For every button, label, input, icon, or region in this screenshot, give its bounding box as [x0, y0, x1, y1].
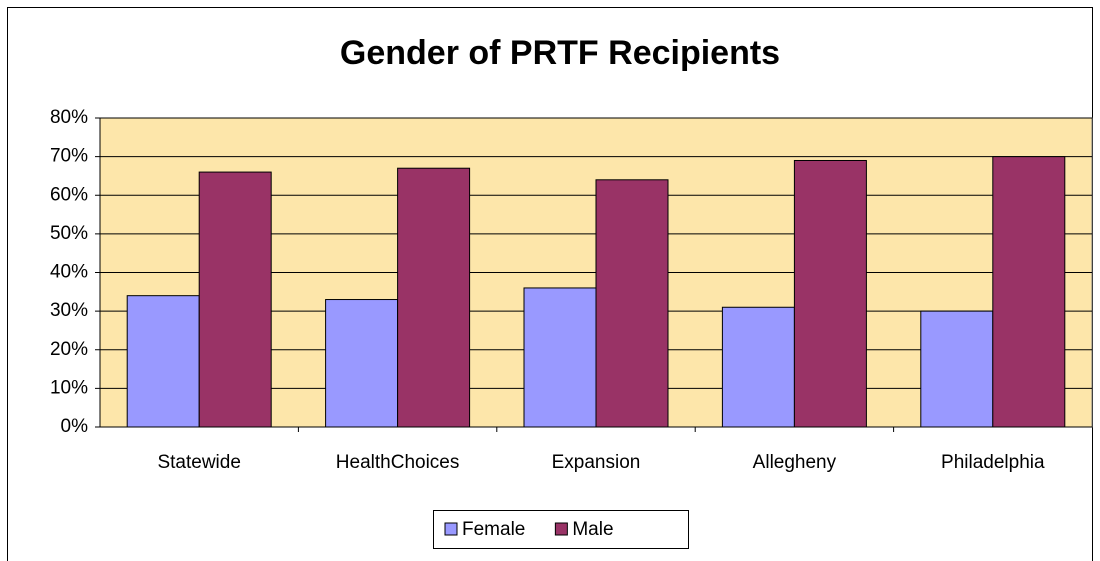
y-tick-label: 40%	[50, 262, 88, 283]
x-tick-label: HealthChoices	[336, 452, 460, 473]
x-tick-label: Philadelphia	[941, 452, 1045, 473]
bar	[198, 171, 272, 428]
y-tick-label: 20%	[50, 339, 88, 360]
legend-swatch	[444, 522, 458, 536]
bar	[920, 310, 994, 428]
y-tick-label: 0%	[61, 416, 89, 437]
y-tick-label: 60%	[50, 184, 88, 205]
bar	[793, 159, 867, 428]
bar	[397, 167, 471, 428]
y-tick-label: 10%	[50, 377, 88, 398]
x-tick-label: Allegheny	[753, 452, 837, 473]
y-tick-label: 30%	[50, 300, 88, 321]
legend-label: Female	[462, 519, 525, 540]
legend-swatch	[554, 522, 568, 536]
x-tick-label: Expansion	[552, 452, 641, 473]
bar	[721, 306, 795, 428]
chart-title: Gender of PRTF Recipients	[340, 34, 780, 72]
y-tick-label: 50%	[50, 223, 88, 244]
bar	[523, 287, 597, 428]
bar	[126, 295, 200, 428]
legend-label: Male	[572, 519, 613, 540]
bar	[595, 179, 669, 428]
bar	[992, 156, 1066, 428]
y-tick-label: 80%	[50, 107, 88, 128]
x-tick-label: Statewide	[157, 452, 240, 473]
y-tick-label: 70%	[50, 146, 88, 167]
bar	[325, 299, 399, 428]
